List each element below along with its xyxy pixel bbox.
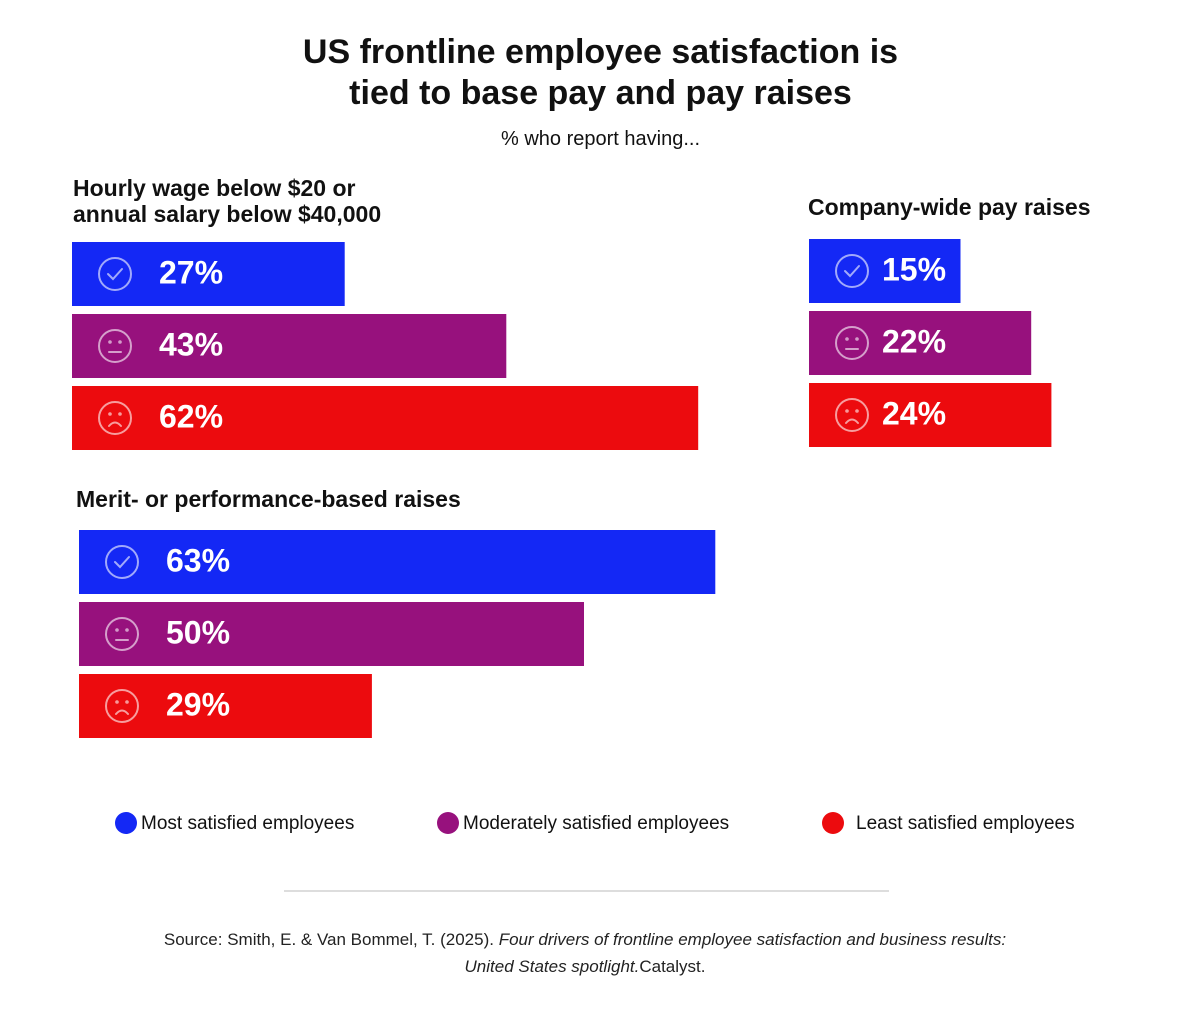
icon-eye [855, 337, 859, 341]
icon-eye [115, 628, 119, 632]
icon-eye [845, 409, 849, 413]
bar [809, 311, 1032, 375]
panel-title: Hourly wage below $20 or annual salary b… [73, 175, 382, 227]
bar [79, 674, 372, 738]
value-label: 24% [882, 395, 946, 431]
value-label: 62% [159, 398, 223, 434]
title: US frontline employee satisfaction is ti… [302, 33, 899, 112]
source: Source: Smith, E. & Van Bommel, T. (2025… [150, 926, 1020, 980]
source-text: Source: Smith, E. & Van Bommel, T. (2025… [163, 930, 499, 949]
value-label: 43% [159, 326, 223, 362]
face-icon [835, 326, 869, 360]
icon-mouth [845, 418, 859, 424]
icon-circle [835, 398, 869, 432]
value-label: 63% [166, 542, 230, 578]
icon-check [844, 265, 860, 278]
legend-label: Most satisfied employees [141, 813, 354, 834]
legend-swatch [437, 812, 459, 834]
panel-title: Company-wide pay raises [808, 194, 1091, 220]
icon-check [107, 268, 123, 281]
icon-eye [845, 337, 849, 341]
icon-circle [98, 329, 132, 363]
icon-eye [125, 700, 129, 704]
icon-circle [105, 617, 139, 651]
icon-mouth [115, 709, 129, 715]
legend-swatch [822, 812, 844, 834]
bar [79, 602, 584, 666]
face-icon [105, 617, 139, 651]
icon-eye [108, 412, 112, 416]
face-icon [98, 257, 132, 291]
bar [809, 239, 961, 303]
legend-label: Moderately satisfied employees [463, 813, 729, 834]
face-icon [835, 254, 869, 288]
icon-circle [98, 401, 132, 435]
source-publisher: Catalyst. [639, 957, 706, 976]
face-icon [105, 545, 139, 579]
value-label: 15% [882, 251, 946, 287]
legend-label: Least satisfied employees [856, 813, 1075, 834]
source-title: Four drivers of frontline employee satis… [464, 930, 1007, 976]
bar [72, 314, 507, 378]
value-label: 27% [159, 254, 223, 290]
face-icon [105, 689, 139, 723]
icon-circle [835, 326, 869, 360]
subtitle: % who report having... [501, 128, 700, 150]
value-label: 50% [166, 614, 230, 650]
panel-title: Merit- or performance-based raises [76, 486, 461, 512]
icon-check [114, 556, 130, 569]
icon-eye [115, 700, 119, 704]
icon-circle [105, 545, 139, 579]
icon-eye [118, 412, 122, 416]
bar [809, 383, 1052, 447]
icon-circle [105, 689, 139, 723]
face-icon [98, 401, 132, 435]
icon-eye [125, 628, 129, 632]
face-icon [835, 398, 869, 432]
value-label: 22% [882, 323, 946, 359]
icon-circle [835, 254, 869, 288]
icon-eye [108, 340, 112, 344]
icon-mouth [108, 421, 122, 427]
bar [79, 530, 716, 594]
icon-circle [98, 257, 132, 291]
legend-swatch [115, 812, 137, 834]
face-icon [98, 329, 132, 363]
value-label: 29% [166, 686, 230, 722]
icon-eye [118, 340, 122, 344]
bar [72, 386, 699, 450]
icon-eye [855, 409, 859, 413]
